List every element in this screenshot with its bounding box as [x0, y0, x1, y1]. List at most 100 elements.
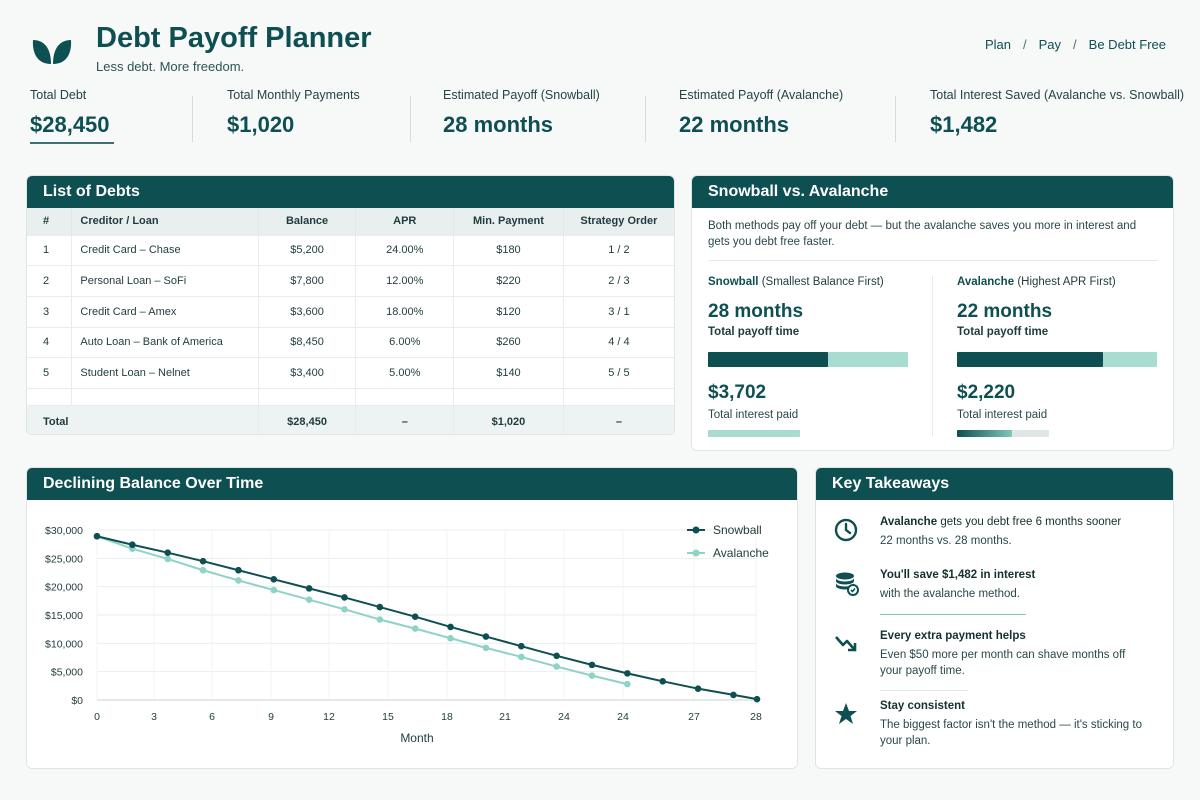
kpi-value: 28 months [443, 112, 554, 137]
x-tick-label: 0 [94, 711, 100, 723]
snowball-data-point [93, 532, 101, 540]
breadcrumb-be-debt-free[interactable]: Be Debt Free [1088, 37, 1166, 52]
min-payment-cell: $140 [453, 357, 564, 389]
min-payment-cell: $260 [453, 326, 564, 358]
snowball-data-point [624, 670, 631, 677]
avalanche-interest: $2,220 [957, 382, 1016, 403]
creditor-name: Student Loan – Nelnet [71, 357, 259, 389]
column-header[interactable]: APR [355, 208, 455, 235]
table-row[interactable]: 4 Auto Loan – Bank of America $8,450 6.00% $… [27, 326, 674, 358]
apr-cell: 5.00% [355, 357, 455, 389]
snowball-data-point [129, 541, 136, 549]
takeaway-title: Stay consistent [880, 700, 965, 712]
comparison-intro: Both methods pay off your debt — but the… [708, 220, 1137, 248]
avalanche-time-label: Total payoff time [957, 326, 1049, 338]
snowball-data-point [376, 603, 384, 611]
min-payment-cell: $120 [453, 295, 564, 328]
breadcrumb-separator: / [1073, 37, 1077, 52]
strategy-order-cell: 3 / 1 [563, 295, 674, 328]
min-payment-cell: $180 [453, 234, 564, 266]
column-header[interactable]: Strategy Order [563, 208, 674, 235]
empty-cell [258, 387, 357, 406]
snowball-interest-bar-fill [708, 430, 800, 437]
avalanche-data-point [270, 586, 278, 594]
takeaway-body: Even $50 more per month can shave months… [880, 649, 1126, 677]
table-row[interactable]: 2 Personal Loan – SoFi $7,800 12.00% $220 2 /… [27, 265, 674, 297]
breadcrumb-plan[interactable]: Plan [984, 37, 1012, 52]
kpi-total-debt: Total Debt $28,450 [30, 88, 114, 152]
trend-down-icon [835, 636, 857, 652]
total-apr: – [355, 404, 455, 434]
x-tick-label: 18 [441, 711, 453, 723]
kpi-value: $28,450 [30, 112, 110, 137]
snowball-time-bar [708, 352, 908, 367]
creditor-name: Auto Loan – Bank of America [71, 326, 259, 358]
takeaways-title: Key Takeaways [816, 468, 1173, 500]
table-row-blank [27, 387, 674, 406]
snowball-data-point [411, 613, 419, 620]
legend-marker [692, 549, 700, 557]
creditor-name: Credit Card – Chase [71, 234, 259, 266]
total-strategy: – [563, 404, 674, 434]
avalanche-data-point [447, 634, 454, 642]
snowball-desc: (Smallest Balance First) [761, 276, 884, 288]
x-tick-label: 27 [688, 711, 700, 723]
balance-cell: $3,600 [258, 295, 357, 328]
snowball-data-point [305, 585, 313, 592]
table-row[interactable]: 1 Credit Card – Chase $5,200 24.00% $180 1 / … [27, 234, 674, 266]
takeaway-title: Every extra payment helps [880, 630, 1026, 642]
x-axis-label: Month [400, 731, 433, 745]
table-row[interactable]: 3 Credit Card – Amex $3,600 18.00% $120 3 / 1 [27, 295, 674, 328]
app-title: Debt Payoff Planner [96, 22, 372, 54]
takeaways-panel: Key Takeaways Avalanche gets you debt fr… [815, 467, 1174, 769]
row-number: 4 [27, 326, 73, 358]
avalanche-desc: (Highest APR First) [1017, 276, 1116, 288]
avalanche-data-point [305, 596, 313, 603]
strategy-order-cell: 1 / 2 [563, 234, 674, 266]
snowball-time-bar-fill [708, 352, 828, 367]
snowball-data-point [517, 642, 525, 650]
comparison-panel: Snowball vs. Avalanche Both methods pay … [691, 175, 1174, 451]
kpi-divider [192, 96, 193, 142]
avalanche-column: Avalanche (Highest APR First) 22 months … [957, 276, 1157, 437]
apr-cell: 12.00% [355, 265, 455, 297]
coins-icon [836, 572, 859, 596]
total-label: Total [27, 404, 259, 434]
column-header[interactable]: Min. Payment [453, 208, 564, 235]
snowball-data-point [482, 633, 490, 640]
snowball-time: 28 months [708, 301, 804, 322]
apr-cell: 18.00% [355, 295, 455, 328]
snowball-time-label: Total payoff time [708, 326, 800, 338]
breadcrumb-pay[interactable]: Pay [1038, 37, 1062, 52]
snowball-data-point [270, 576, 278, 583]
takeaway-title-bold: Avalanche [880, 516, 938, 528]
avalanche-interest-bar-fill [957, 430, 1013, 437]
kpi-label: Estimated Payoff (Avalanche) [679, 88, 844, 102]
snowball-label: Snowball (Smallest Balance First) [708, 276, 908, 288]
leaf-logo-icon [32, 40, 72, 64]
divider [880, 690, 968, 691]
balance-cell: $8,450 [258, 326, 357, 358]
avalanche-data-point [588, 672, 596, 679]
balance-cell: $7,800 [258, 265, 357, 297]
kpi-payoff-snowball: Estimated Payoff (Snowball) 28 months [443, 88, 600, 152]
snowball-interest: $3,702 [708, 382, 767, 403]
kpi-monthly-payments: Total Monthly Payments $1,020 [227, 88, 360, 152]
column-header[interactable]: Balance [258, 208, 357, 235]
kpi-label: Total Monthly Payments [227, 88, 360, 102]
avalanche-time-bar [957, 352, 1157, 367]
empty-cell [27, 387, 73, 406]
y-tick-label: $5,000 [51, 667, 83, 679]
x-tick-label: 3 [151, 711, 157, 723]
avalanche-data-point [517, 653, 525, 661]
debts-table: # Creditor / Loan Balance APR Min. Payme… [27, 208, 674, 434]
divider [708, 260, 1158, 261]
comparison-panel-title: Snowball vs. Avalanche [692, 176, 1173, 208]
avalanche-data-point [235, 577, 242, 584]
column-header[interactable]: # [27, 208, 73, 235]
avalanche-data-point [199, 566, 207, 574]
column-header[interactable]: Creditor / Loan [71, 208, 259, 235]
table-row[interactable]: 5 Student Loan – Nelnet $3,400 5.00% $140 5 /… [27, 357, 674, 389]
table-header-row: # Creditor / Loan Balance APR Min. Payme… [27, 208, 674, 235]
avalanche-name: Avalanche [957, 276, 1015, 288]
